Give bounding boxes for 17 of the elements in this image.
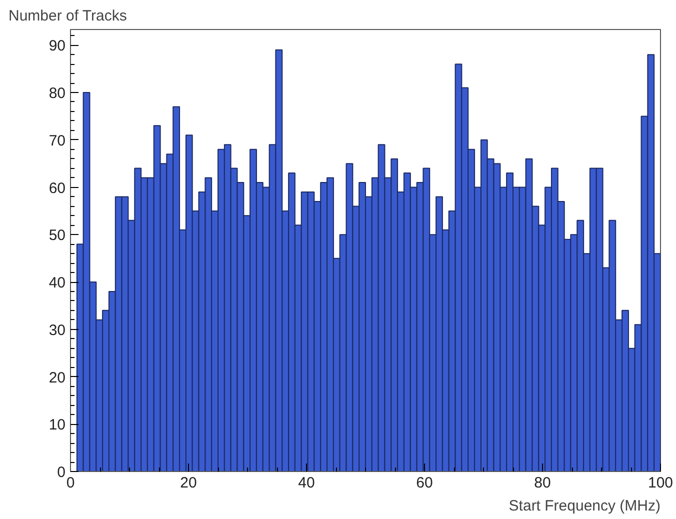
y-tick-label: 30 [48, 322, 66, 339]
y-tick-label: 70 [48, 132, 66, 150]
y-tick-label: 40 [48, 274, 66, 292]
y-tick-label: 20 [48, 369, 66, 386]
y-tick-label: 90 [48, 38, 66, 55]
x-tick-label: 80 [534, 474, 551, 492]
y-tick-label: 50 [48, 227, 66, 244]
x-tick-label: 100 [648, 474, 674, 492]
x-tick-label: 20 [180, 474, 197, 492]
x-axis-title: Start Frequency (MHz) [508, 498, 661, 514]
y-tick-label: 60 [48, 180, 66, 197]
y-axis-title: Number of Tracks [8, 8, 127, 24]
x-tick-label: 60 [416, 474, 433, 492]
y-tick-label: 10 [48, 416, 66, 434]
x-tick-label: 40 [298, 474, 315, 492]
y-tick-label: 80 [48, 85, 66, 102]
y-tick-label: 0 [57, 464, 66, 481]
